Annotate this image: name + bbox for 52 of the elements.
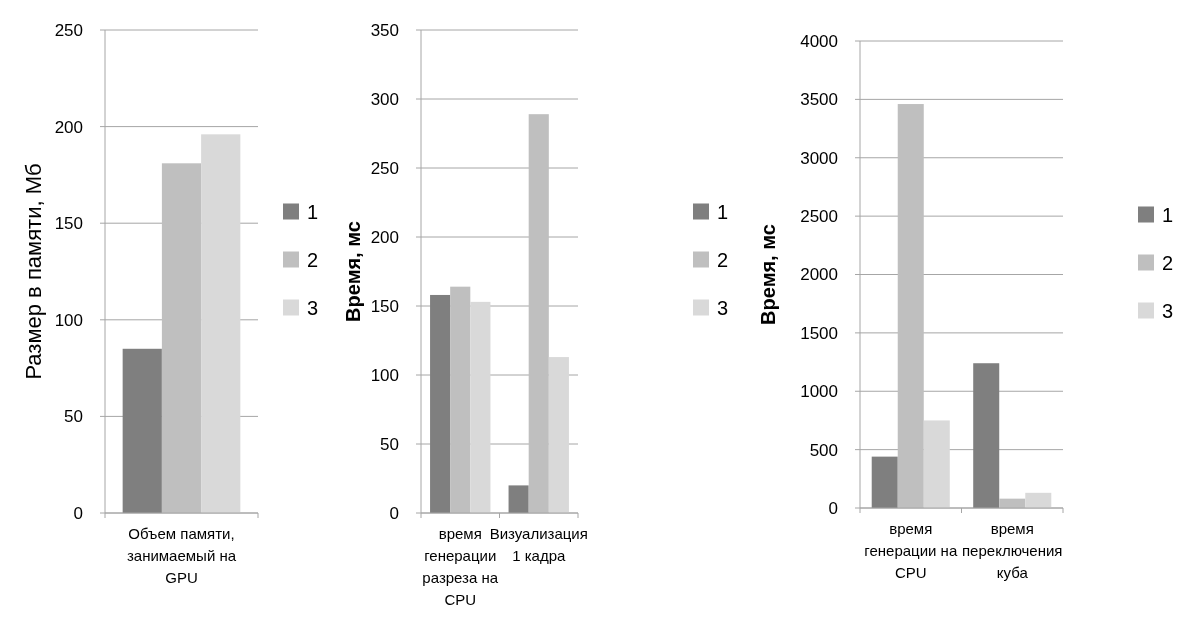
y-axis-title: Время, мс: [342, 221, 364, 322]
y-tick-label: 100: [370, 365, 399, 385]
bar: [871, 456, 898, 508]
y-tick-label: 100: [54, 310, 83, 330]
bar: [450, 286, 471, 513]
y-tick-label: 3000: [800, 148, 838, 168]
y-axis-title: Размер в памяти, Мб: [20, 163, 46, 380]
bar: [470, 301, 491, 513]
bar: [897, 104, 924, 508]
bar: [528, 114, 549, 513]
legend-label: 1: [307, 200, 319, 223]
legend-label: 3: [307, 296, 319, 319]
bar: [508, 485, 529, 513]
legend-label: 2: [717, 248, 729, 271]
y-tick-label: 50: [380, 434, 399, 454]
y-tick-label: 200: [370, 227, 399, 247]
y-tick-label: 300: [370, 89, 399, 109]
y-tick-label: 0: [828, 498, 838, 518]
legend-label: 2: [307, 248, 319, 271]
bar: [1025, 492, 1052, 508]
legend-label: 1: [1162, 203, 1174, 226]
y-axis-title: Время, мс: [757, 224, 779, 325]
y-tick-label: 1000: [800, 382, 838, 402]
y-tick-label: 2000: [800, 265, 838, 285]
y-tick-label: 150: [54, 214, 83, 234]
legend-label: 1: [717, 200, 729, 223]
bar: [161, 163, 202, 513]
y-tick-label: 500: [809, 440, 838, 460]
x-tick-label: время генерации на CPU: [864, 520, 958, 581]
y-tick-label: 4000: [800, 31, 838, 51]
y-tick-label: 2500: [800, 207, 838, 227]
x-tick-label: время переключения куба: [962, 520, 1063, 581]
y-tick-label: 150: [370, 296, 399, 316]
y-tick-label: 3500: [800, 90, 838, 110]
y-tick-label: 0: [73, 503, 83, 523]
legend-label: 3: [717, 296, 729, 319]
y-tick-label: 250: [370, 158, 399, 178]
bar: [973, 363, 1000, 508]
x-tick-label: Объем памяти, занимаемый на GPU: [126, 525, 237, 586]
y-tick-label: 250: [54, 20, 83, 40]
y-tick-label: 1500: [800, 323, 838, 343]
y-tick-label: 350: [370, 20, 399, 40]
y-tick-label: 200: [54, 117, 83, 137]
bar: [548, 357, 569, 513]
legend-label: 2: [1162, 251, 1174, 274]
y-tick-label: 0: [389, 503, 399, 523]
y-tick-label: 50: [64, 407, 83, 427]
bar: [201, 134, 241, 513]
legend-label: 3: [1162, 299, 1174, 322]
bar: [122, 348, 162, 513]
bar: [923, 420, 950, 508]
bar: [430, 294, 451, 513]
